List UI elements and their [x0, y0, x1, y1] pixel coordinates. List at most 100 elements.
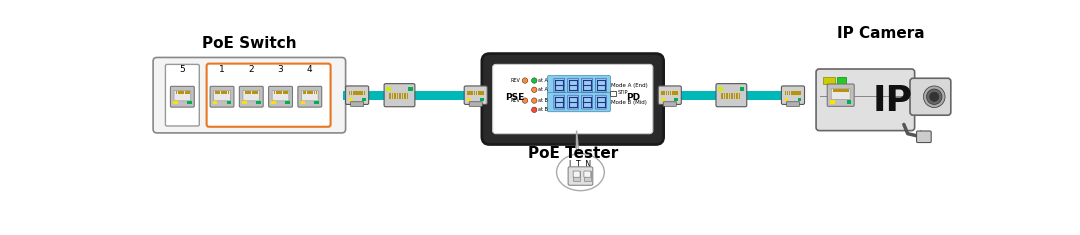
Bar: [177, 91, 179, 94]
Bar: [362, 98, 366, 101]
FancyBboxPatch shape: [243, 90, 259, 101]
Bar: [173, 101, 178, 104]
Bar: [784, 98, 788, 101]
Bar: [661, 90, 663, 95]
FancyBboxPatch shape: [464, 86, 487, 104]
Bar: [731, 93, 732, 99]
FancyBboxPatch shape: [206, 64, 330, 127]
FancyBboxPatch shape: [492, 64, 652, 134]
Bar: [846, 89, 847, 93]
Bar: [242, 101, 246, 104]
Bar: [786, 90, 788, 95]
Bar: [248, 91, 249, 94]
Circle shape: [927, 89, 942, 104]
Text: PD: PD: [626, 93, 640, 102]
Bar: [300, 101, 306, 104]
Bar: [837, 89, 839, 93]
Bar: [661, 98, 665, 101]
FancyBboxPatch shape: [301, 90, 319, 101]
Ellipse shape: [556, 154, 605, 191]
Text: at A: at A: [538, 78, 548, 83]
Bar: [572, 171, 580, 181]
FancyBboxPatch shape: [584, 171, 591, 177]
Bar: [482, 90, 484, 95]
Text: 5: 5: [179, 65, 186, 74]
Bar: [468, 90, 469, 95]
Bar: [217, 91, 218, 94]
Bar: [252, 91, 253, 94]
FancyBboxPatch shape: [298, 86, 322, 107]
Bar: [275, 91, 278, 94]
Bar: [281, 91, 283, 94]
Bar: [245, 91, 246, 94]
Bar: [314, 101, 319, 104]
Circle shape: [531, 98, 537, 103]
Bar: [357, 90, 359, 95]
FancyBboxPatch shape: [171, 86, 194, 107]
Bar: [823, 77, 835, 84]
Bar: [387, 87, 391, 90]
Bar: [665, 90, 667, 95]
Bar: [220, 91, 222, 94]
Circle shape: [531, 107, 537, 113]
FancyBboxPatch shape: [568, 167, 593, 185]
FancyBboxPatch shape: [548, 76, 610, 95]
Bar: [246, 91, 248, 94]
Bar: [257, 91, 258, 94]
Text: PoE Switch: PoE Switch: [202, 35, 297, 51]
FancyBboxPatch shape: [554, 95, 565, 109]
Bar: [740, 87, 744, 90]
Circle shape: [523, 98, 528, 103]
Bar: [183, 91, 185, 94]
Bar: [355, 90, 356, 95]
Bar: [309, 91, 310, 94]
Polygon shape: [576, 131, 582, 189]
Bar: [583, 171, 591, 181]
Bar: [351, 90, 352, 95]
Text: at A: at A: [538, 87, 548, 92]
Bar: [255, 91, 257, 94]
Text: Mode A (End): Mode A (End): [611, 83, 648, 88]
Bar: [225, 91, 226, 94]
FancyBboxPatch shape: [582, 95, 593, 109]
Bar: [176, 91, 177, 94]
Bar: [408, 87, 413, 90]
Bar: [314, 91, 315, 94]
Bar: [798, 98, 801, 101]
Bar: [729, 93, 730, 99]
Bar: [185, 91, 186, 94]
Bar: [784, 90, 786, 95]
FancyBboxPatch shape: [269, 86, 293, 107]
Bar: [274, 91, 275, 94]
Bar: [360, 90, 361, 95]
Bar: [283, 91, 284, 94]
Bar: [179, 91, 180, 94]
Circle shape: [531, 78, 537, 83]
Text: 1: 1: [219, 65, 225, 74]
Bar: [676, 90, 678, 95]
Text: IP Camera: IP Camera: [837, 26, 924, 41]
FancyBboxPatch shape: [384, 84, 415, 107]
Bar: [187, 91, 188, 94]
Bar: [829, 100, 835, 104]
Bar: [226, 91, 228, 94]
FancyBboxPatch shape: [469, 102, 483, 106]
Bar: [733, 93, 735, 99]
Text: PSE: PSE: [505, 93, 524, 102]
Bar: [470, 90, 471, 95]
Bar: [349, 90, 350, 95]
Bar: [481, 98, 484, 101]
Bar: [739, 93, 740, 99]
FancyBboxPatch shape: [240, 86, 264, 107]
Bar: [213, 101, 217, 104]
Text: 3: 3: [278, 65, 283, 74]
FancyBboxPatch shape: [582, 78, 593, 92]
Bar: [249, 91, 252, 94]
Bar: [480, 90, 482, 95]
Text: at B: at B: [538, 107, 548, 112]
FancyBboxPatch shape: [351, 102, 364, 106]
Bar: [227, 101, 231, 104]
Text: REV: REV: [511, 78, 521, 83]
Bar: [837, 77, 846, 84]
Bar: [674, 90, 676, 95]
